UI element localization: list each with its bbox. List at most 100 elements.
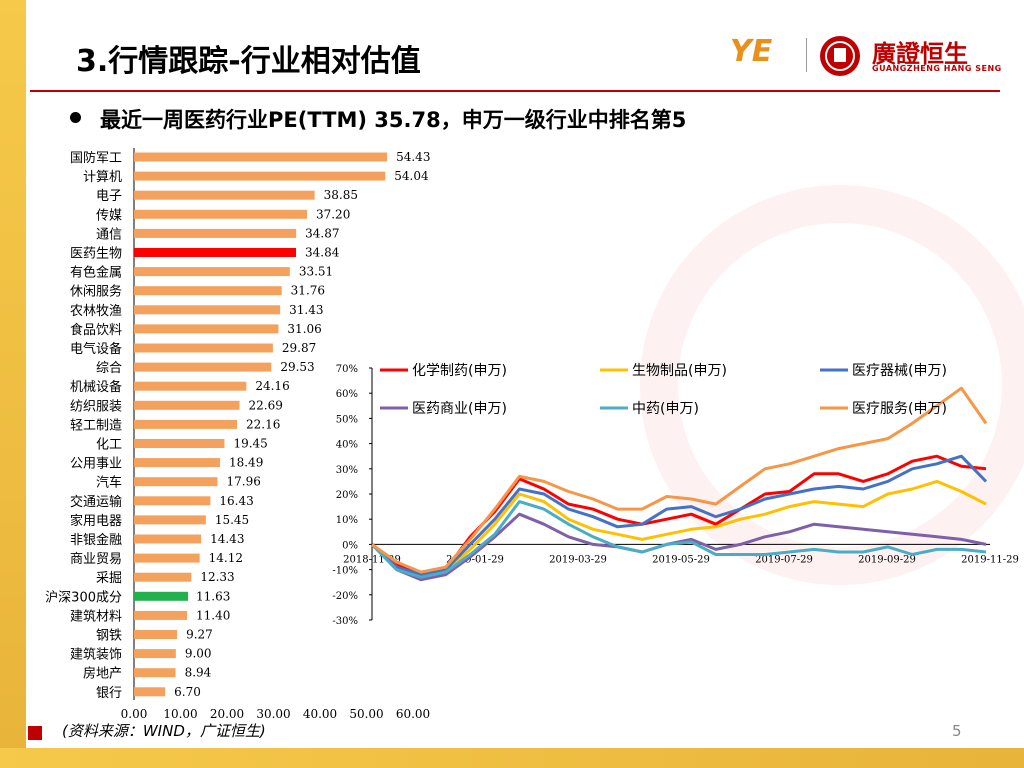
pe-bar [134, 591, 189, 601]
bar-category-label: 机械设备 [70, 379, 122, 395]
line-x-tick-label: 2019-07-29 [755, 554, 813, 565]
bar-category-label: 非银金融 [70, 532, 122, 548]
line-y-tick-label: -10% [332, 566, 358, 577]
bar-category-label: 沪深300成分 [45, 589, 122, 605]
line-y-tick-label: -20% [332, 591, 358, 602]
pe-bar [134, 572, 192, 582]
subtitle: 最近一周医药行业PE(TTM) 35.78，申万一级行业中排名第5 [100, 108, 687, 132]
bar-category-label: 传媒 [96, 208, 122, 223]
line-y-tick-label: 10% [336, 515, 358, 526]
bar-value-label: 31.43 [289, 303, 323, 317]
bar-value-label: 12.33 [200, 570, 234, 584]
legend-label: 中药(申万) [632, 401, 699, 417]
pe-bar [134, 687, 166, 697]
bar-category-label: 国防军工 [70, 150, 122, 166]
footer-marker [28, 726, 42, 740]
logo-name-en: GUANGZHENG HANG SENG [872, 64, 1002, 73]
line-y-tick-label: 30% [336, 465, 358, 476]
bar-value-label: 9.27 [186, 628, 213, 642]
bar-x-tick-label: 0.00 [121, 707, 148, 721]
bar-category-label: 有色金属 [70, 265, 122, 281]
bar-value-label: 24.16 [255, 379, 289, 393]
bar-category-label: 轻工制造 [70, 418, 122, 433]
bullet-icon [70, 112, 81, 123]
bar-category-label: 银行 [96, 686, 122, 701]
bar-x-tick-label: 40.00 [303, 707, 337, 721]
bar-category-label: 农林牧渔 [70, 304, 122, 319]
bar-value-label: 19.45 [233, 437, 267, 451]
pe-bar [134, 286, 282, 296]
line-x-tick-label: 2019-05-29 [652, 554, 710, 565]
series-line [370, 479, 987, 582]
bar-x-tick-label: 10.00 [163, 707, 197, 721]
pe-bar [134, 190, 315, 200]
bar-category-label: 采掘 [96, 571, 122, 586]
line-y-tick-label: 70% [336, 364, 358, 375]
bar-value-label: 17.96 [227, 475, 261, 489]
bar-x-tick-label: 50.00 [349, 707, 383, 721]
bar-value-label: 15.45 [215, 513, 249, 527]
pe-bar [134, 496, 211, 506]
line-x-tick-label: 2019-01-29 [446, 554, 504, 565]
bar-value-label: 54.43 [396, 150, 430, 164]
bar-x-tick-label: 20.00 [210, 707, 244, 721]
bar-category-label: 电气设备 [70, 341, 122, 357]
logo-separator [806, 38, 807, 72]
line-x-tick-label: 2019-09-29 [858, 554, 916, 565]
bar-value-label: 18.49 [229, 456, 263, 470]
bar-category-label: 建筑材料 [70, 608, 122, 624]
line-x-tick-label: 2019-03-29 [549, 554, 607, 565]
pe-bar [134, 458, 220, 468]
line-y-tick-label: 40% [336, 440, 358, 451]
bar-category-label: 交通运输 [70, 494, 122, 510]
bar-value-label: 9.00 [185, 647, 212, 661]
legend-label: 医疗器械(申万) [852, 363, 947, 379]
bar-value-label: 38.85 [324, 188, 358, 202]
pe-bar [134, 152, 388, 162]
series-line [371, 386, 988, 574]
pe-bar [134, 362, 272, 372]
line-x-tick-label: 2019-11-29 [961, 554, 1019, 565]
series-line [370, 500, 987, 579]
pe-bar [134, 649, 176, 659]
bar-category-label: 公用事业 [70, 457, 122, 472]
legend-label: 生物制品(申万) [632, 363, 727, 379]
pe-bar [134, 228, 297, 238]
pe-bar [134, 267, 290, 277]
pe-bar [134, 668, 176, 678]
pe-bar [134, 534, 202, 544]
bar-category-label: 家用电器 [70, 513, 122, 529]
bar-category-label: 医药生物 [70, 247, 122, 262]
source-note: (资料来源：WIND，广证恒生) [62, 722, 266, 740]
pe-bar [134, 248, 297, 257]
bar-value-label: 54.04 [394, 169, 429, 183]
pe-bar [134, 381, 247, 391]
pe-bar [134, 400, 240, 410]
bar-value-label: 11.40 [196, 608, 230, 622]
pe-bar [134, 439, 225, 448]
bar-category-label: 钢铁 [96, 629, 122, 644]
bar-category-label: 房地产 [83, 666, 122, 682]
bar-value-label: 22.16 [246, 417, 280, 431]
series-line [370, 454, 988, 577]
bar-category-label: 综合 [96, 361, 122, 376]
bar-category-label: 通信 [96, 227, 122, 242]
line-y-tick-label: -30% [332, 616, 358, 627]
bar-value-label: 29.87 [282, 341, 316, 355]
logo-mark: YE [730, 34, 773, 69]
bar-category-label: 食品饮料 [70, 322, 122, 338]
bar-value-label: 14.12 [209, 551, 243, 565]
bar-value-label: 14.43 [210, 532, 244, 546]
pe-bar [134, 305, 281, 315]
pe-bar [134, 209, 307, 219]
bar-value-label: 6.70 [174, 685, 201, 699]
page-number: 5 [952, 722, 962, 740]
bar-value-label: 31.06 [287, 322, 321, 336]
bar-value-label: 34.84 [305, 246, 340, 260]
bar-value-label: 37.20 [316, 207, 350, 221]
pe-bar [134, 324, 279, 334]
bar-value-label: 33.51 [299, 265, 333, 279]
bar-value-label: 11.63 [196, 589, 230, 603]
